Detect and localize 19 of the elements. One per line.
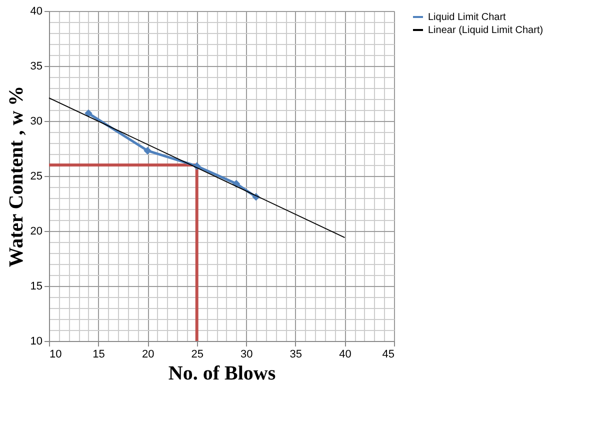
x-axis-title: No. of Blows	[168, 362, 276, 384]
y-tick-label: 25	[30, 170, 42, 182]
y-tick-label: 30	[30, 116, 42, 128]
y-axis-title: Water Content , w %	[5, 86, 28, 268]
legend-label: Linear (Liquid Limit Chart)	[428, 25, 544, 36]
x-tick-label: 10	[50, 348, 62, 360]
y-tick-label: 40	[30, 6, 42, 18]
x-tick-label: 20	[142, 348, 154, 360]
y-tick-label: 35	[30, 60, 42, 72]
y-tick-label: 20	[30, 226, 42, 238]
x-tick-label: 25	[191, 348, 204, 360]
x-tick-label: 45	[382, 348, 394, 360]
legend-label: Liquid Limit Chart	[428, 12, 506, 23]
x-tick-label: 30	[240, 348, 253, 360]
y-tick-label: 10	[30, 336, 42, 348]
y-tick-label: 15	[30, 280, 42, 292]
x-tick-label: 15	[92, 348, 105, 360]
x-tick-label: 40	[339, 348, 352, 360]
x-tick-label: 35	[290, 348, 302, 360]
